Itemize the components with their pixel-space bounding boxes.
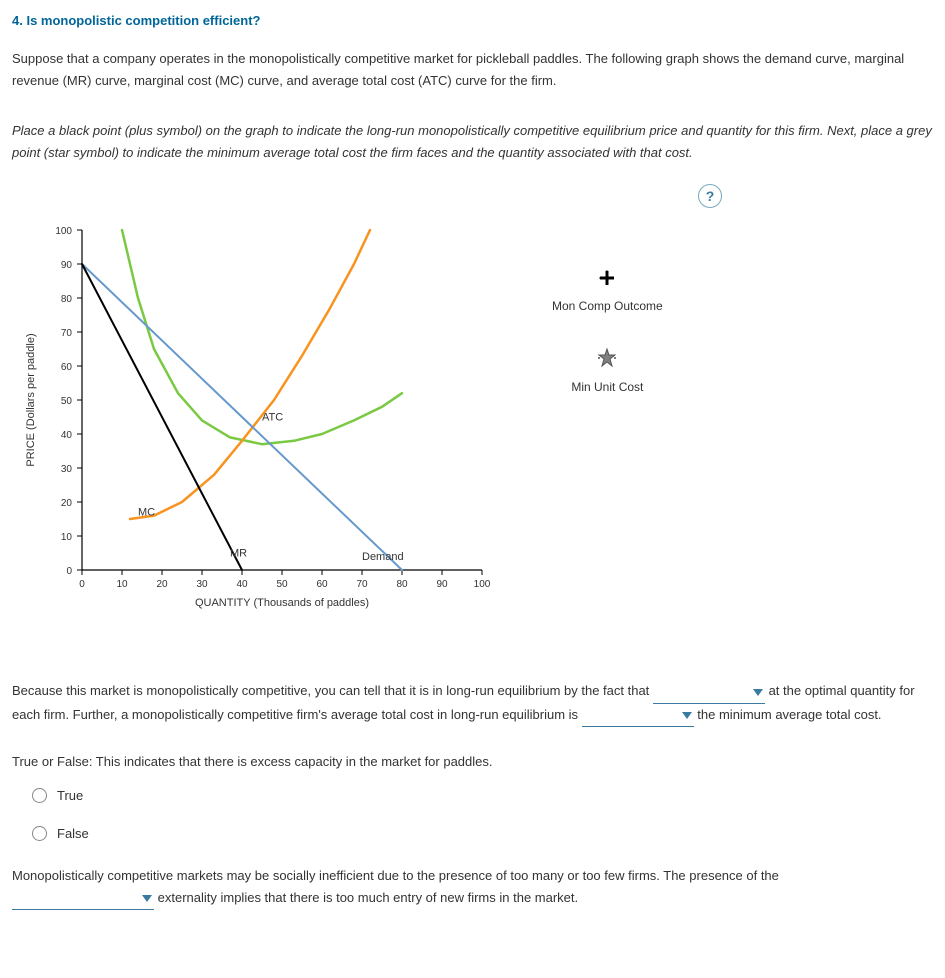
svg-text:60: 60 xyxy=(316,579,328,590)
help-icon[interactable]: ? xyxy=(698,184,722,208)
svg-text:70: 70 xyxy=(356,579,368,590)
svg-text:40: 40 xyxy=(236,579,248,590)
svg-text:100: 100 xyxy=(55,226,72,237)
svg-text:20: 20 xyxy=(61,498,73,509)
help-char: ? xyxy=(706,185,715,209)
question-title: Is monopolistic competition efficient? xyxy=(26,13,260,28)
svg-text:10: 10 xyxy=(61,532,73,543)
fill-1c: the minimum average total cost. xyxy=(697,707,881,722)
svg-text:PRICE (Dollars per paddle): PRICE (Dollars per paddle) xyxy=(25,334,37,467)
svg-text:90: 90 xyxy=(61,260,73,271)
legend-label-1: Mon Comp Outcome xyxy=(552,296,663,316)
plus-icon xyxy=(597,268,617,288)
fill-paragraph-1: Because this market is monopolistically … xyxy=(12,680,933,726)
radio-option-true[interactable]: True xyxy=(32,785,933,807)
svg-text:90: 90 xyxy=(436,579,448,590)
dropdown-2[interactable] xyxy=(582,704,694,727)
legend-item-moncomp[interactable]: Mon Comp Outcome xyxy=(552,268,663,316)
true-false-prompt: True or False: This indicates that there… xyxy=(12,751,933,773)
dropdown-1[interactable] xyxy=(653,680,765,703)
chevron-down-icon xyxy=(142,895,152,902)
instructions-block: Place a black point (plus symbol) on the… xyxy=(12,120,933,164)
svg-text:60: 60 xyxy=(61,362,73,373)
chevron-down-icon xyxy=(682,712,692,719)
last-a: Monopolistically competitive markets may… xyxy=(12,868,779,883)
radio-label-true: True xyxy=(57,785,83,807)
radio-label-false: False xyxy=(57,823,89,845)
svg-text:30: 30 xyxy=(61,464,73,475)
svg-text:50: 50 xyxy=(61,396,73,407)
intro-paragraph-1: Suppose that a company operates in the m… xyxy=(12,48,933,92)
instructions-text: Place a black point (plus symbol) on the… xyxy=(12,123,932,160)
radio-group: True False xyxy=(32,785,933,845)
svg-text:20: 20 xyxy=(156,579,168,590)
svg-text:ATC: ATC xyxy=(262,412,283,424)
legend-item-minunit[interactable]: Min Unit Cost xyxy=(552,347,663,397)
intro-text: Suppose that a company operates in the m… xyxy=(12,48,933,92)
svg-text:MC: MC xyxy=(138,507,155,519)
svg-text:30: 30 xyxy=(196,579,208,590)
last-b: externality implies that there is too mu… xyxy=(158,890,579,905)
svg-text:80: 80 xyxy=(61,294,73,305)
svg-text:40: 40 xyxy=(61,430,73,441)
fill-1a: Because this market is monopolistically … xyxy=(12,683,649,698)
chevron-down-icon xyxy=(753,689,763,696)
svg-text:0: 0 xyxy=(79,579,85,590)
svg-text:10: 10 xyxy=(116,579,128,590)
svg-text:100: 100 xyxy=(474,579,491,590)
svg-text:70: 70 xyxy=(61,328,73,339)
svg-text:0: 0 xyxy=(66,566,72,577)
dropdown-3[interactable] xyxy=(12,887,154,910)
svg-text:Demand: Demand xyxy=(362,551,404,563)
star-icon xyxy=(596,347,618,369)
svg-text:50: 50 xyxy=(276,579,288,590)
question-number: 4. xyxy=(12,13,23,28)
svg-text:QUANTITY (Thousands of paddles: QUANTITY (Thousands of paddles) xyxy=(195,597,369,609)
radio-option-false[interactable]: False xyxy=(32,823,933,845)
legend: Mon Comp Outcome Min Unit Cost xyxy=(552,268,663,427)
last-paragraph: Monopolistically competitive markets may… xyxy=(12,865,933,910)
svg-text:80: 80 xyxy=(396,579,408,590)
legend-label-2: Min Unit Cost xyxy=(571,377,643,397)
graph-container: ? 0 10 20 30 40 50 60 70 80 90 100 0 10 20 30 40 50 60 70 8… xyxy=(12,180,752,640)
radio-icon xyxy=(32,788,47,803)
svg-text:MR: MR xyxy=(230,548,247,560)
radio-icon xyxy=(32,826,47,841)
question-header: 4. Is monopolistic competition efficient… xyxy=(12,10,933,32)
